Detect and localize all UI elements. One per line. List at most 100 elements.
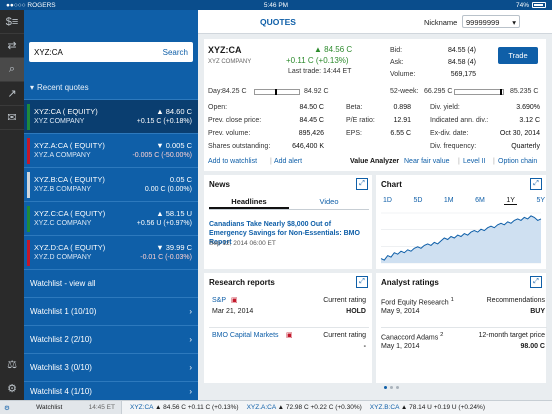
recent-quote-item[interactable]: XYZ.B:CA ( EQUITY) XYZ.B COMPANY 0.05 C … bbox=[24, 167, 198, 201]
range-1m[interactable]: 1M bbox=[443, 197, 454, 204]
range-5d[interactable]: 5D bbox=[413, 197, 423, 204]
range-1d[interactable]: 1D bbox=[383, 197, 392, 204]
expand-icon[interactable]: ⤢ bbox=[356, 178, 368, 190]
pe-value: 12.91 bbox=[393, 117, 411, 124]
page-dot bbox=[384, 386, 387, 389]
messages-icon[interactable]: ✉ bbox=[0, 106, 24, 130]
value-analyzer-link[interactable]: Near fair value bbox=[404, 158, 450, 165]
battery-icon bbox=[532, 2, 546, 8]
last-trade: Last trade: 14:44 ET bbox=[288, 68, 351, 75]
eps-label: EPS: bbox=[346, 130, 362, 137]
search-bar: Search bbox=[29, 42, 193, 62]
quote-company: XYZ.D COMPANY bbox=[34, 254, 92, 261]
ticker-item[interactable]: XYZ.B:CA ▲ 78.14 U +0.19 U (+0.24%) bbox=[362, 404, 485, 411]
news-headline-link[interactable]: Canadians Take Nearly $8,000 Out of Emer… bbox=[209, 221, 360, 246]
ticker-watchlist-button[interactable]: ⚙ Watchlist 14:45 ET bbox=[0, 400, 122, 414]
last-trade-value: 14:44 ET bbox=[323, 68, 352, 75]
expand-icon[interactable]: ⤢ bbox=[530, 178, 542, 190]
tab-headlines[interactable]: Headlines bbox=[209, 197, 289, 209]
settings-gear-icon[interactable]: ⚙ bbox=[7, 382, 17, 395]
divider: | bbox=[458, 158, 460, 165]
quote-change: -0.005 C (-50.00%) bbox=[132, 152, 192, 159]
status-bar: ●●○○○ ROGERS 5:46 PM 74% bbox=[0, 0, 552, 10]
research-row[interactable]: BMO Capital Markets ▣ Current rating - bbox=[209, 327, 369, 353]
nickname-value: 99999999 bbox=[466, 18, 500, 27]
analyst-row: Canaccord Adams 2 May 1, 2014 12-month t… bbox=[381, 327, 547, 353]
ann-div-value: 3.12 C bbox=[519, 117, 540, 124]
transfer-icon[interactable]: ⇄ bbox=[0, 34, 24, 58]
ticker-item[interactable]: XYZ:CA ▲ 84.56 C +0.11 C (+0.13%) bbox=[122, 404, 239, 411]
nickname-label: Nickname bbox=[424, 18, 458, 27]
add-alert-link[interactable]: Add alert bbox=[274, 158, 303, 165]
change-indicator-bar bbox=[27, 172, 30, 198]
range-5y[interactable]: 5Y bbox=[536, 197, 545, 204]
accounts-icon[interactable]: $≡ bbox=[0, 10, 24, 34]
ticker-item[interactable]: XYZ.A:CA ▲ 72.98 C +0.22 C (+0.30%) bbox=[239, 404, 362, 411]
chart-card: Chart ⤢ 1D 5D 1M 6M 1Y 5Y bbox=[376, 175, 546, 269]
watchlist-item[interactable]: Watchlist 3 (0/10) › bbox=[24, 353, 198, 381]
legal-scale-icon[interactable]: ⚖ bbox=[7, 358, 17, 371]
value-analyzer-label: Value Analyzer bbox=[350, 158, 400, 165]
watchlist-item[interactable]: Watchlist 1 (10/10) › bbox=[24, 297, 198, 325]
quote-detail-symbol: XYZ:CA bbox=[208, 45, 242, 55]
open-label: Open: bbox=[208, 104, 228, 111]
add-to-watchlist-link[interactable]: Add to watchlist bbox=[208, 158, 258, 165]
expand-icon[interactable]: ⤢ bbox=[530, 276, 542, 288]
quotes-header: QUOTES Nickname 99999999 ▾ bbox=[198, 10, 552, 34]
ticker-time: 14:45 ET bbox=[88, 404, 115, 411]
icon-rail: $≡ ⇄ ⌕ ↗ ✉ ⚙ ⚖ bbox=[0, 10, 24, 400]
week52-high: 85.235 C bbox=[510, 88, 539, 95]
watchlist-view-all[interactable]: Watchlist - view all bbox=[24, 269, 198, 297]
quote-change: +0.56 U (+0.97%) bbox=[136, 220, 192, 227]
rating-label: Current rating bbox=[323, 297, 366, 304]
expand-icon[interactable]: ⤢ bbox=[356, 276, 368, 288]
analyst-title: Analyst ratings bbox=[381, 278, 439, 287]
symbol-search-input[interactable] bbox=[34, 47, 144, 57]
quotes-search-icon[interactable]: ⌕ bbox=[0, 58, 24, 82]
quote-symbol: XYZ.A:CA ( EQUITY) bbox=[34, 141, 105, 150]
divider: | bbox=[493, 158, 495, 165]
quote-change: 0.00 C (0.00%) bbox=[144, 186, 192, 193]
search-button[interactable]: Search bbox=[162, 47, 188, 57]
markets-chart-icon[interactable]: ↗ bbox=[0, 82, 24, 106]
research-row[interactable]: S&P ▣ Mar 21, 2014 Current rating HOLD bbox=[209, 295, 369, 321]
page-title: QUOTES bbox=[260, 17, 296, 27]
quote-price: ▲ 58.15 U bbox=[156, 209, 192, 218]
research-provider: BMO Capital Markets bbox=[212, 332, 279, 339]
watchlist-item[interactable]: Watchlist 2 (2/10) › bbox=[24, 325, 198, 353]
recent-quote-item[interactable]: XYZ:CA ( EQUITY) XYZ COMPANY ▲ 84.60 C +… bbox=[24, 99, 198, 133]
quote-change: -0.01 C (-0.03%) bbox=[140, 254, 192, 261]
recent-quote-item[interactable]: XYZ.A:CA ( EQUITY) XYZ.A COMPANY ▼ 0.005… bbox=[24, 133, 198, 167]
range-1y[interactable]: 1Y bbox=[504, 197, 517, 205]
change-indicator-bar bbox=[27, 240, 30, 266]
ann-div-label: Indicated ann. div.: bbox=[430, 117, 489, 124]
recent-quotes-header[interactable]: ▾ Recent quotes bbox=[24, 76, 198, 98]
trade-button[interactable]: Trade bbox=[498, 47, 538, 64]
pdf-icon: ▣ bbox=[231, 297, 238, 304]
analyst-metric-value: BUY bbox=[530, 308, 545, 315]
recent-quote-item[interactable]: XYZ.C:CA ( EQUITY) XYZ.C COMPANY ▲ 58.15… bbox=[24, 201, 198, 235]
pdf-icon: ▣ bbox=[286, 332, 293, 339]
week52-label: 52-week: bbox=[390, 88, 419, 95]
chevron-right-icon: › bbox=[189, 363, 192, 372]
nickname-select[interactable]: 99999999 ▾ bbox=[462, 15, 520, 28]
option-chain-link[interactable]: Option chain bbox=[498, 158, 538, 165]
analyst-date: May 9, 2014 bbox=[381, 308, 420, 315]
shares-value: 646,400 K bbox=[292, 143, 324, 150]
research-card: Research reports ⤢ S&P ▣ Mar 21, 2014 Cu… bbox=[204, 273, 372, 383]
last-trade-label: Last trade: bbox=[288, 68, 322, 75]
quote-detail-company: XYZ COMPANY bbox=[208, 59, 252, 65]
quote-price: ▼ 0.005 C bbox=[156, 141, 192, 150]
page-indicator[interactable] bbox=[384, 386, 399, 389]
recent-quote-item[interactable]: XYZ.D:CA ( EQUITY) XYZ.D COMPANY ▼ 39.99… bbox=[24, 235, 198, 269]
chevron-right-icon: › bbox=[189, 335, 192, 344]
quote-price: ▲ 84.60 C bbox=[156, 107, 192, 116]
watchlist-view-all-label: Watchlist - view all bbox=[30, 279, 96, 288]
ex-div-value: Oct 30, 2014 bbox=[499, 130, 540, 137]
level-2-link[interactable]: Level II bbox=[463, 158, 486, 165]
tab-video[interactable]: Video bbox=[319, 197, 339, 206]
page-dot bbox=[396, 386, 399, 389]
range-6m[interactable]: 6M bbox=[475, 197, 485, 204]
watchlist-item[interactable]: Watchlist 4 (1/10) › bbox=[24, 381, 198, 400]
analyst-firm: Canaccord Adams 2 bbox=[381, 332, 443, 341]
